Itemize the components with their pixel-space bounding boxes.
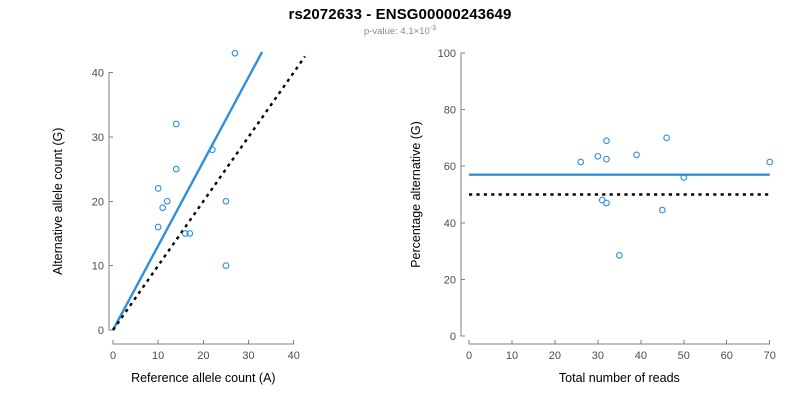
p-value-prefix: p-value: 4.1 bbox=[363, 26, 414, 37]
y-axis-line bbox=[460, 52, 465, 337]
percentage-alternative-scatter: 0 20 40 60 80 100 0 10 20 30 40 50 60 70 Total number … bbox=[409, 48, 776, 385]
x-axis-tick-label: 20 bbox=[549, 350, 561, 362]
data-point bbox=[181, 230, 189, 237]
x-axis-tick-label: 40 bbox=[635, 350, 647, 362]
fit-line bbox=[111, 51, 264, 331]
right-plot-panel: 0 20 40 60 80 100 0 10 20 30 40 50 60 70 Total number … bbox=[400, 0, 800, 400]
x-axis-tick-label: 20 bbox=[197, 350, 209, 362]
axes-group: 0 20 40 60 80 100 0 10 20 30 40 50 60 70 bbox=[438, 48, 776, 362]
data-point bbox=[154, 185, 162, 192]
y-axis-tick-label: 30 bbox=[92, 132, 104, 144]
x-axis-tick-label: 10 bbox=[152, 350, 164, 362]
data-point bbox=[222, 197, 230, 205]
reference-line bbox=[112, 55, 306, 331]
data-point bbox=[186, 230, 194, 237]
y-axis-tick-label: 80 bbox=[444, 105, 456, 117]
data-point bbox=[209, 146, 216, 154]
x-axis-tick-label: 30 bbox=[592, 350, 604, 362]
data-point bbox=[616, 251, 623, 259]
x-axis-tick-label: 60 bbox=[721, 350, 733, 362]
data-point bbox=[663, 134, 670, 142]
data-point bbox=[658, 206, 666, 214]
data-points-group bbox=[154, 49, 239, 269]
page-title: rs2072633 - ENSG00000243649 bbox=[288, 6, 512, 23]
axes-group: 0 10 20 30 40 0 10 20 30 40 bbox=[92, 68, 300, 362]
data-point bbox=[766, 158, 774, 166]
x-axis-tick-label: 30 bbox=[242, 350, 254, 362]
x-axis-line bbox=[468, 340, 771, 345]
y-axis-title: Percentage alternative (G) bbox=[409, 121, 423, 268]
y-axis-tick-label: 20 bbox=[444, 274, 456, 286]
x-axis-tick-label: 10 bbox=[506, 350, 518, 362]
data-point bbox=[633, 151, 640, 159]
y-axis-tick-label: 40 bbox=[92, 68, 104, 80]
series-lines-group bbox=[469, 173, 770, 196]
figure-header: rs2072633 - ENSG00000243649 p-value: 4.1… bbox=[0, 0, 800, 38]
x-axis-tick-label: 0 bbox=[466, 350, 472, 362]
left-plot-panel: 0 10 20 30 40 0 10 20 30 40 Reference allele count… bbox=[51, 49, 306, 385]
x-axis-tick-label: 0 bbox=[110, 350, 116, 362]
y-axis-tick-label: 40 bbox=[444, 218, 456, 230]
y-axis-tick-label: 10 bbox=[92, 261, 104, 273]
y-axis-tick-label: 100 bbox=[438, 48, 456, 60]
p-value-subtitle: p-value: 4.1×10-3 bbox=[0, 24, 800, 38]
data-point bbox=[603, 199, 610, 207]
series-lines-group bbox=[111, 51, 306, 331]
data-points-group bbox=[577, 134, 774, 259]
y-axis-tick-label: 60 bbox=[444, 161, 456, 173]
y-axis-tick-label: 0 bbox=[98, 325, 104, 337]
y-axis-tick-label: 20 bbox=[92, 196, 104, 208]
p-value-exponent: -3 bbox=[429, 24, 437, 32]
data-point bbox=[594, 152, 602, 160]
multiplication-sign: × bbox=[413, 26, 420, 37]
data-point bbox=[603, 137, 610, 145]
x-axis-tick-label: 70 bbox=[764, 350, 776, 362]
x-axis-title: Total number of reads bbox=[559, 371, 680, 385]
data-point bbox=[154, 223, 162, 231]
data-point bbox=[172, 165, 180, 173]
data-point bbox=[159, 204, 167, 212]
data-point bbox=[222, 262, 230, 269]
x-axis-tick-label: 40 bbox=[288, 350, 300, 362]
allele-counts-scatter: 0 10 20 30 40 0 10 20 30 40 Reference allele count… bbox=[51, 49, 306, 385]
data-point bbox=[680, 174, 688, 181]
data-point bbox=[163, 197, 171, 205]
data-point bbox=[603, 155, 610, 163]
p-value-base: 10 bbox=[419, 26, 430, 37]
data-point bbox=[231, 49, 239, 57]
data-point bbox=[577, 158, 585, 166]
y-axis-tick-label: 0 bbox=[450, 331, 456, 343]
x-axis-tick-label: 50 bbox=[678, 350, 690, 362]
x-axis-title: Reference allele count (A) bbox=[131, 371, 276, 385]
data-point bbox=[172, 120, 180, 128]
y-axis-title: Alternative allele count (G) bbox=[51, 128, 65, 275]
